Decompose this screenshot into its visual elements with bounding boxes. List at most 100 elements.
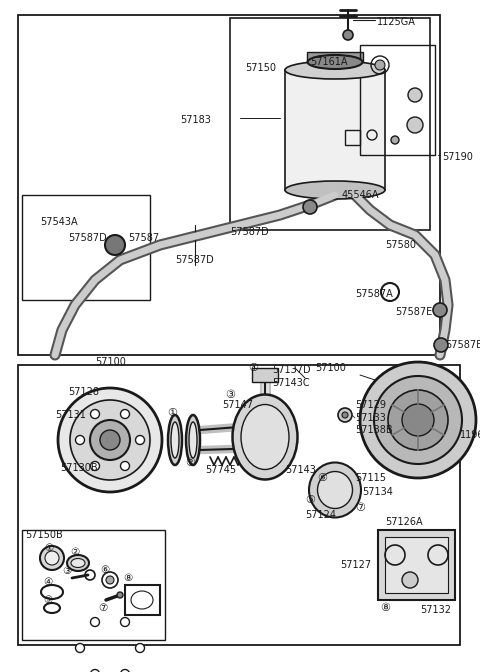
Circle shape xyxy=(120,409,130,419)
Circle shape xyxy=(120,669,130,672)
Text: ⑦: ⑦ xyxy=(355,503,365,513)
Bar xyxy=(378,530,455,600)
Bar xyxy=(230,18,430,230)
Ellipse shape xyxy=(308,55,362,69)
Ellipse shape xyxy=(285,181,385,199)
Circle shape xyxy=(402,404,434,436)
Text: 45546A: 45546A xyxy=(342,190,380,200)
Text: 57115: 57115 xyxy=(355,473,386,483)
Text: ①: ① xyxy=(167,408,177,418)
Text: 57134: 57134 xyxy=(362,487,393,497)
Text: 57587D: 57587D xyxy=(230,227,269,237)
Text: 57587D: 57587D xyxy=(175,255,214,265)
Circle shape xyxy=(402,572,418,588)
Ellipse shape xyxy=(232,394,298,480)
Text: ④: ④ xyxy=(43,577,52,587)
Text: 57130B: 57130B xyxy=(60,463,97,473)
Text: 57143C: 57143C xyxy=(272,378,310,388)
Text: 57131: 57131 xyxy=(55,410,86,420)
Text: 57100: 57100 xyxy=(95,357,126,367)
Text: ⑤: ⑤ xyxy=(305,495,315,505)
Text: 57745: 57745 xyxy=(205,465,236,475)
Circle shape xyxy=(45,551,59,565)
Text: 57126A: 57126A xyxy=(385,517,422,527)
Circle shape xyxy=(120,462,130,470)
Circle shape xyxy=(407,117,423,133)
Bar xyxy=(18,365,460,645)
Circle shape xyxy=(408,88,422,102)
Circle shape xyxy=(100,430,120,450)
Circle shape xyxy=(106,576,114,584)
Circle shape xyxy=(135,644,144,653)
Circle shape xyxy=(58,388,162,492)
Ellipse shape xyxy=(71,558,85,567)
Text: 57147: 57147 xyxy=(222,400,253,410)
Ellipse shape xyxy=(168,415,182,465)
Text: 57143: 57143 xyxy=(285,465,316,475)
Circle shape xyxy=(447,434,459,446)
Bar xyxy=(345,130,360,145)
Circle shape xyxy=(75,435,84,444)
Text: 57580: 57580 xyxy=(385,240,416,250)
Text: 57150: 57150 xyxy=(245,63,276,73)
Ellipse shape xyxy=(67,555,89,571)
Circle shape xyxy=(91,618,99,626)
Bar xyxy=(125,585,160,615)
Bar xyxy=(453,410,468,432)
Circle shape xyxy=(91,669,99,672)
Text: ②: ② xyxy=(185,458,195,468)
Circle shape xyxy=(391,136,399,144)
Text: ⑧: ⑧ xyxy=(123,573,132,583)
Text: ⑥: ⑥ xyxy=(317,473,327,483)
Circle shape xyxy=(434,338,448,352)
Text: 57137D: 57137D xyxy=(272,365,311,375)
Bar xyxy=(252,368,278,382)
Text: 57133: 57133 xyxy=(355,413,386,423)
Circle shape xyxy=(135,435,144,444)
Circle shape xyxy=(343,30,353,40)
Bar xyxy=(285,70,385,190)
Text: 57132: 57132 xyxy=(420,605,451,615)
Text: ④: ④ xyxy=(248,363,258,373)
Text: 57190: 57190 xyxy=(442,152,473,162)
Text: 57543A: 57543A xyxy=(40,217,78,227)
Bar xyxy=(18,15,440,355)
Text: 57127: 57127 xyxy=(340,560,371,570)
Ellipse shape xyxy=(189,422,197,458)
Bar xyxy=(360,45,435,155)
Text: 11962: 11962 xyxy=(460,430,480,440)
Ellipse shape xyxy=(186,415,200,465)
Text: ③: ③ xyxy=(225,390,235,400)
Text: 57587D: 57587D xyxy=(68,233,107,243)
Ellipse shape xyxy=(317,472,352,509)
Text: 57138B: 57138B xyxy=(355,425,393,435)
Circle shape xyxy=(303,200,317,214)
Circle shape xyxy=(120,618,130,626)
Circle shape xyxy=(70,400,150,480)
Circle shape xyxy=(342,412,348,418)
Bar xyxy=(22,195,150,300)
Text: 57587A: 57587A xyxy=(355,289,393,299)
Text: 57183: 57183 xyxy=(180,115,211,125)
Text: 57161A: 57161A xyxy=(310,57,348,67)
Circle shape xyxy=(40,546,64,570)
Bar xyxy=(307,52,363,72)
Text: ⑥: ⑥ xyxy=(100,565,109,575)
Text: 57587E: 57587E xyxy=(395,307,432,317)
Circle shape xyxy=(375,60,385,70)
Text: 57587: 57587 xyxy=(128,233,159,243)
Circle shape xyxy=(105,235,125,255)
Text: ②: ② xyxy=(70,547,79,557)
Circle shape xyxy=(338,408,352,422)
Text: 57150B: 57150B xyxy=(25,530,63,540)
Ellipse shape xyxy=(241,405,289,470)
Ellipse shape xyxy=(285,61,385,79)
Circle shape xyxy=(91,462,99,470)
Text: 1125GA: 1125GA xyxy=(377,17,416,27)
Text: 57100: 57100 xyxy=(315,363,346,373)
Circle shape xyxy=(374,376,462,464)
Circle shape xyxy=(433,303,447,317)
Circle shape xyxy=(388,390,448,450)
Text: ⑦: ⑦ xyxy=(98,603,107,613)
Circle shape xyxy=(360,362,476,478)
